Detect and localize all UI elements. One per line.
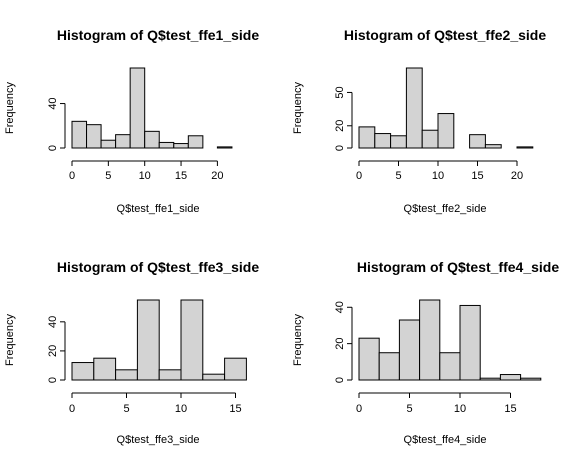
histogram-bar [479,377,501,381]
histogram-bar [216,146,233,149]
x-tick-label: 0 [356,170,362,182]
histogram-bar [439,352,461,381]
histogram-bar [158,369,182,381]
histogram-panel-2: Histogram of Q$test_ffe2_side 0 5 10 15 20 0 20… [292,27,546,215]
x-tick-label: 5 [395,170,401,182]
histogram-bar [484,144,502,149]
x-tick-label: 20 [511,170,523,182]
y-tick-label: 0 [334,145,346,151]
y-tick-label: 40 [47,97,59,109]
histogram-bar [390,135,407,149]
histogram-bar [516,146,534,149]
x-axis-label: Q$test_ffe2_side [404,203,487,215]
y-tick-label: 0 [334,377,346,383]
histogram-panel-3: Histogram of Q$test_ffe3_side 0 5 10 15 0 20 40… [4,259,259,446]
histogram-bar [358,337,380,381]
histogram-bar [93,357,117,381]
x-tick-label: 15 [229,403,241,415]
histogram-bar [405,67,423,149]
y-tick-label: 0 [47,145,59,151]
histogram-bar [71,120,88,149]
x-tick-label: 0 [356,403,362,415]
y-axis-label: Frequency [292,314,304,366]
histogram-bar [115,134,131,149]
histogram-bar [144,130,160,149]
histogram-bar [202,373,226,381]
chart-title: Histogram of Q$test_ffe2_side [344,27,546,43]
histogram-bar [469,134,486,149]
histogram-bar [499,374,522,381]
y-tick-label: 50 [334,86,346,98]
x-tick-label: 0 [69,403,75,415]
histogram-bar [459,304,481,381]
histogram-bar [158,141,175,149]
x-tick-label: 15 [175,170,187,182]
x-tick-label: 15 [504,403,516,415]
x-tick-label: 5 [105,170,111,182]
chart-title: Histogram of Q$test_ffe1_side [57,27,259,43]
histogram-bar [86,124,102,149]
chart-title: Histogram of Q$test_ffe4_side [357,259,559,275]
histogram-bar [71,362,95,381]
histogram-bar [520,377,542,381]
chart-title: Histogram of Q$test_ffe3_side [57,259,259,275]
y-axis-label: Frequency [4,82,16,134]
histogram-bar [136,299,160,381]
histogram-bar [180,299,204,381]
x-tick-label: 10 [432,170,444,182]
y-tick-label: 20 [334,120,346,132]
y-axis-label: Frequency [4,314,16,366]
histogram-bar [100,139,117,149]
y-tick-label: 0 [47,377,59,383]
histogram-bar [437,113,455,149]
histogram-bar [224,357,247,381]
x-tick-label: 10 [175,403,187,415]
x-tick-label: 5 [406,403,412,415]
histogram-bar [115,369,138,381]
y-axis-label: Frequency [292,82,304,134]
histogram-panel-4: Histogram of Q$test_ffe4_side 0 5 10 15 0 20 40… [292,259,559,446]
x-axis-label: Q$test_ffe1_side [117,203,200,215]
y-tick-label: 20 [47,345,59,357]
histogram-bar [129,67,146,149]
histogram-bar [421,129,439,149]
x-tick-label: 5 [123,403,129,415]
histogram-bar [378,352,400,381]
histogram-bar [398,319,421,381]
histogram-bar [173,143,189,149]
x-axis-label: Q$test_ffe3_side [117,434,200,446]
x-axis-label: Q$test_ffe4_side [404,434,487,446]
x-tick-label: 20 [211,170,223,182]
x-tick-label: 10 [139,170,151,182]
histogram-bar [358,126,376,149]
histogram-bar [187,135,204,149]
x-tick-label: 15 [471,170,483,182]
histogram-bar [419,299,441,381]
x-tick-label: 10 [454,403,466,415]
x-tick-label: 0 [69,170,75,182]
y-tick-label: 40 [334,301,346,313]
histogram-bar [374,133,392,149]
y-tick-label: 40 [47,316,59,328]
histogram-panel-1: Histogram of Q$test_ffe1_side 0 5 10 15 20 0 40… [4,27,259,215]
y-tick-label: 20 [334,338,346,350]
